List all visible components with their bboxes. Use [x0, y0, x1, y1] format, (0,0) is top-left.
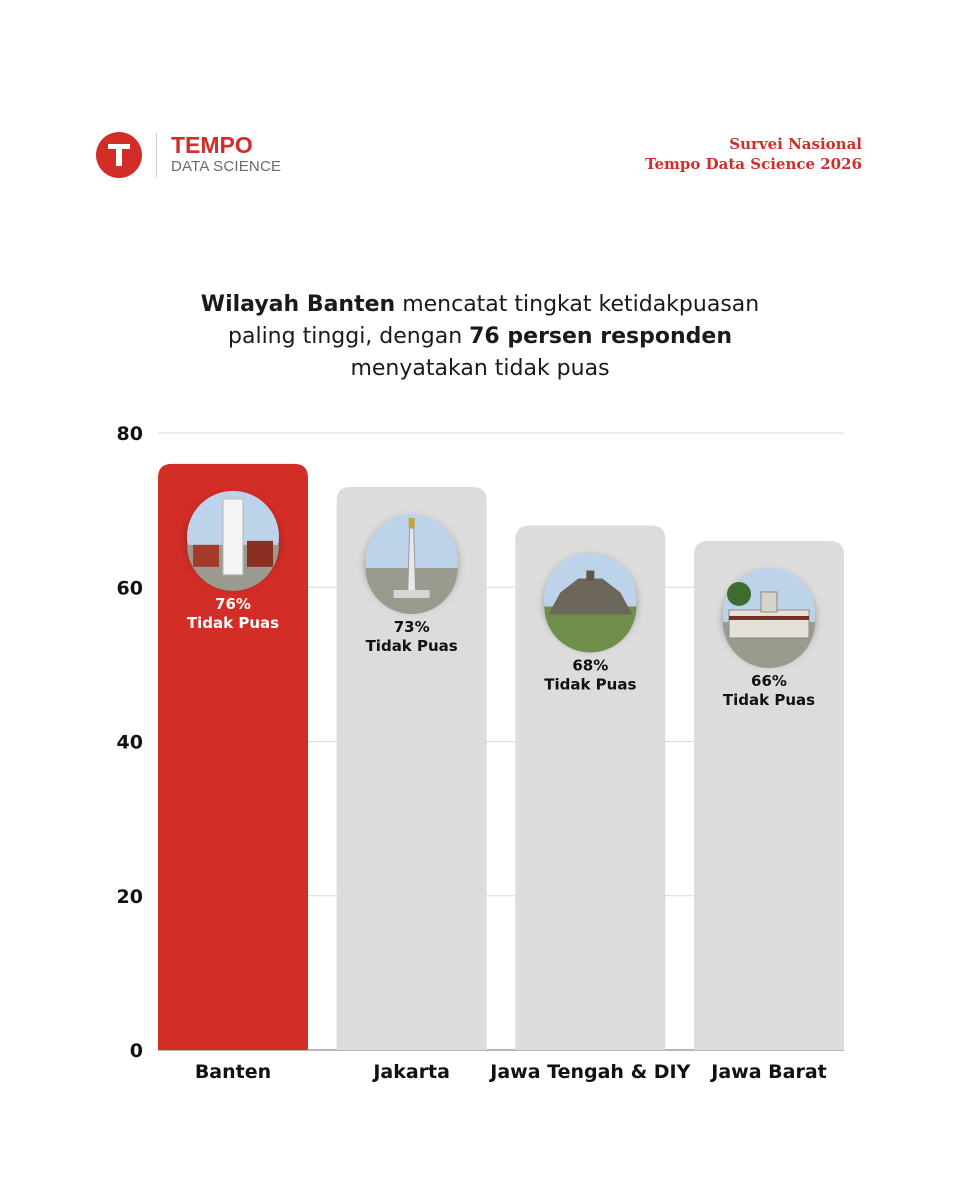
headline-pre-2: paling tinggi, dengan [228, 324, 470, 349]
y-tick-label: 60 [117, 577, 143, 599]
building-trim [729, 615, 809, 620]
headline-line-3: menyatakan tidak puas [350, 356, 610, 381]
survey-line-1: Survei Nasional [729, 135, 862, 153]
temple-stupa [586, 570, 595, 581]
headline-line-1: Wilayah Banten mencatat tingkat ketidakp… [0, 289, 960, 321]
value-label: 73% [394, 618, 430, 636]
category-label: Banten [195, 1061, 271, 1083]
survey-label: Survei Nasional Tempo Data Science 2026 [645, 134, 862, 174]
monument-flame [408, 517, 415, 528]
value-sublabel: Tidak Puas [366, 637, 458, 655]
value-sublabel: Tidak Puas [187, 614, 279, 632]
building-left [193, 544, 219, 567]
bar [158, 463, 308, 1051]
bar [336, 486, 487, 1050]
headline-rest-1: mencatat tingkat ketidakpuasan [395, 292, 760, 317]
building-right [247, 540, 273, 567]
bar-group: 68%Tidak Puas Jawa Tengah & DIY [488, 525, 691, 1083]
bar-group: 66%Tidak Puas Jawa Barat [694, 540, 844, 1083]
temple [548, 578, 633, 615]
monument-pillar [407, 527, 417, 595]
brand-name: TEMPO [171, 132, 253, 158]
monument-base [393, 589, 430, 598]
chart-headline: Wilayah Banten mencatat tingkat ketidakp… [0, 289, 960, 385]
brand-subtitle: DATA SCIENCE [171, 158, 282, 175]
borobudur-temple-photo-icon [544, 552, 637, 653]
value-label: 76% [215, 595, 251, 613]
photo-ground [544, 606, 637, 653]
y-tick-label: 0 [130, 1040, 143, 1062]
value-label: 68% [572, 657, 608, 675]
logo-text: TEMPO DATA SCIENCE [171, 133, 281, 177]
bar [694, 540, 844, 1050]
value-sublabel: Tidak Puas [544, 676, 636, 694]
category-label: Jawa Tengah & DIY [488, 1061, 690, 1083]
palm-tree [727, 581, 751, 606]
monas-monument-photo-icon [365, 513, 458, 614]
bar-group: 76%Tidak Puas Banten [158, 463, 308, 1083]
value-label: 66% [751, 672, 787, 690]
gedung-sate-photo-icon [723, 567, 815, 668]
tempo-logo: TEMPO DATA SCIENCE [96, 132, 281, 178]
category-label: Jakarta [371, 1061, 450, 1083]
tower [222, 498, 244, 576]
y-tick-label: 80 [117, 423, 143, 445]
value-sublabel: Tidak Puas [723, 691, 815, 709]
survey-line-2: Tempo Data Science 2026 [645, 155, 862, 173]
category-label: Jawa Barat [709, 1061, 826, 1083]
tempo-t-icon [96, 132, 142, 178]
building-tower [760, 591, 778, 613]
logo-divider [156, 133, 157, 177]
headline-bold-region: Wilayah Banten [200, 292, 396, 317]
y-tick-label: 40 [117, 732, 143, 754]
headline-line-2: paling tinggi, dengan 76 persen responde… [0, 321, 960, 353]
bar [515, 525, 666, 1050]
headline-bold-stat: 76 persen responden [469, 324, 732, 349]
banten-lighthouse-photo-icon [187, 490, 279, 591]
bar-group: 73%Tidak Puas Jakarta [336, 486, 487, 1083]
building-body [728, 609, 810, 639]
y-tick-label: 20 [117, 886, 143, 908]
